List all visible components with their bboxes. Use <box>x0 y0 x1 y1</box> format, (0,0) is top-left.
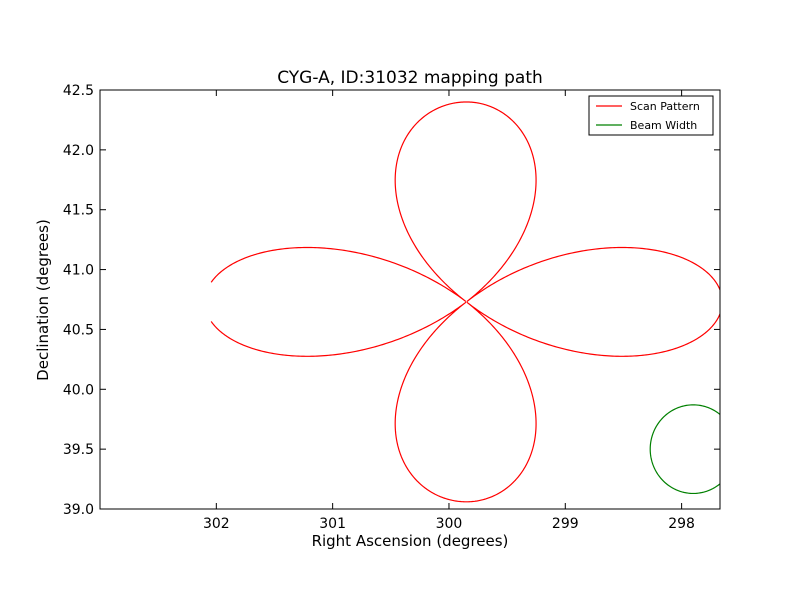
y-tick-label: 42.0 <box>63 143 94 159</box>
x-tick-label: 301 <box>319 516 346 532</box>
scan-pattern-line <box>210 101 720 503</box>
x-tick-label: 300 <box>436 516 463 532</box>
y-tick-label: 39.5 <box>63 442 94 458</box>
y-axis-ticks: 39.0 39.5 40.0 40.5 41.0 41.5 42.0 42.5 <box>63 83 720 518</box>
legend-box <box>588 95 714 136</box>
beam-width-circle <box>649 404 720 495</box>
y-tick-label: 41.0 <box>63 263 94 279</box>
x-tick-label: 298 <box>668 516 695 532</box>
y-tick-label: 42.5 <box>63 83 94 99</box>
legend: Scan Pattern Beam Width <box>588 95 714 136</box>
x-axis-label: Right Ascension (degrees) <box>312 532 509 550</box>
legend-label-scan-pattern: Scan Pattern <box>630 100 700 113</box>
x-tick-label: 299 <box>552 516 579 532</box>
y-tick-label: 40.0 <box>63 382 94 398</box>
x-tick-label: 302 <box>203 516 230 532</box>
chart-title: CYG-A, ID:31032 mapping path <box>277 68 543 88</box>
y-axis-label: Declination (degrees) <box>34 219 52 381</box>
legend-label-beam-width: Beam Width <box>630 119 697 132</box>
y-tick-label: 39.0 <box>63 502 94 518</box>
y-tick-label: 41.5 <box>63 203 94 219</box>
series-layer <box>210 101 720 503</box>
x-axis-ticks: 302 301 300 299 298 <box>203 90 695 532</box>
y-tick-label: 40.5 <box>63 322 94 338</box>
plot-frame <box>99 89 721 510</box>
